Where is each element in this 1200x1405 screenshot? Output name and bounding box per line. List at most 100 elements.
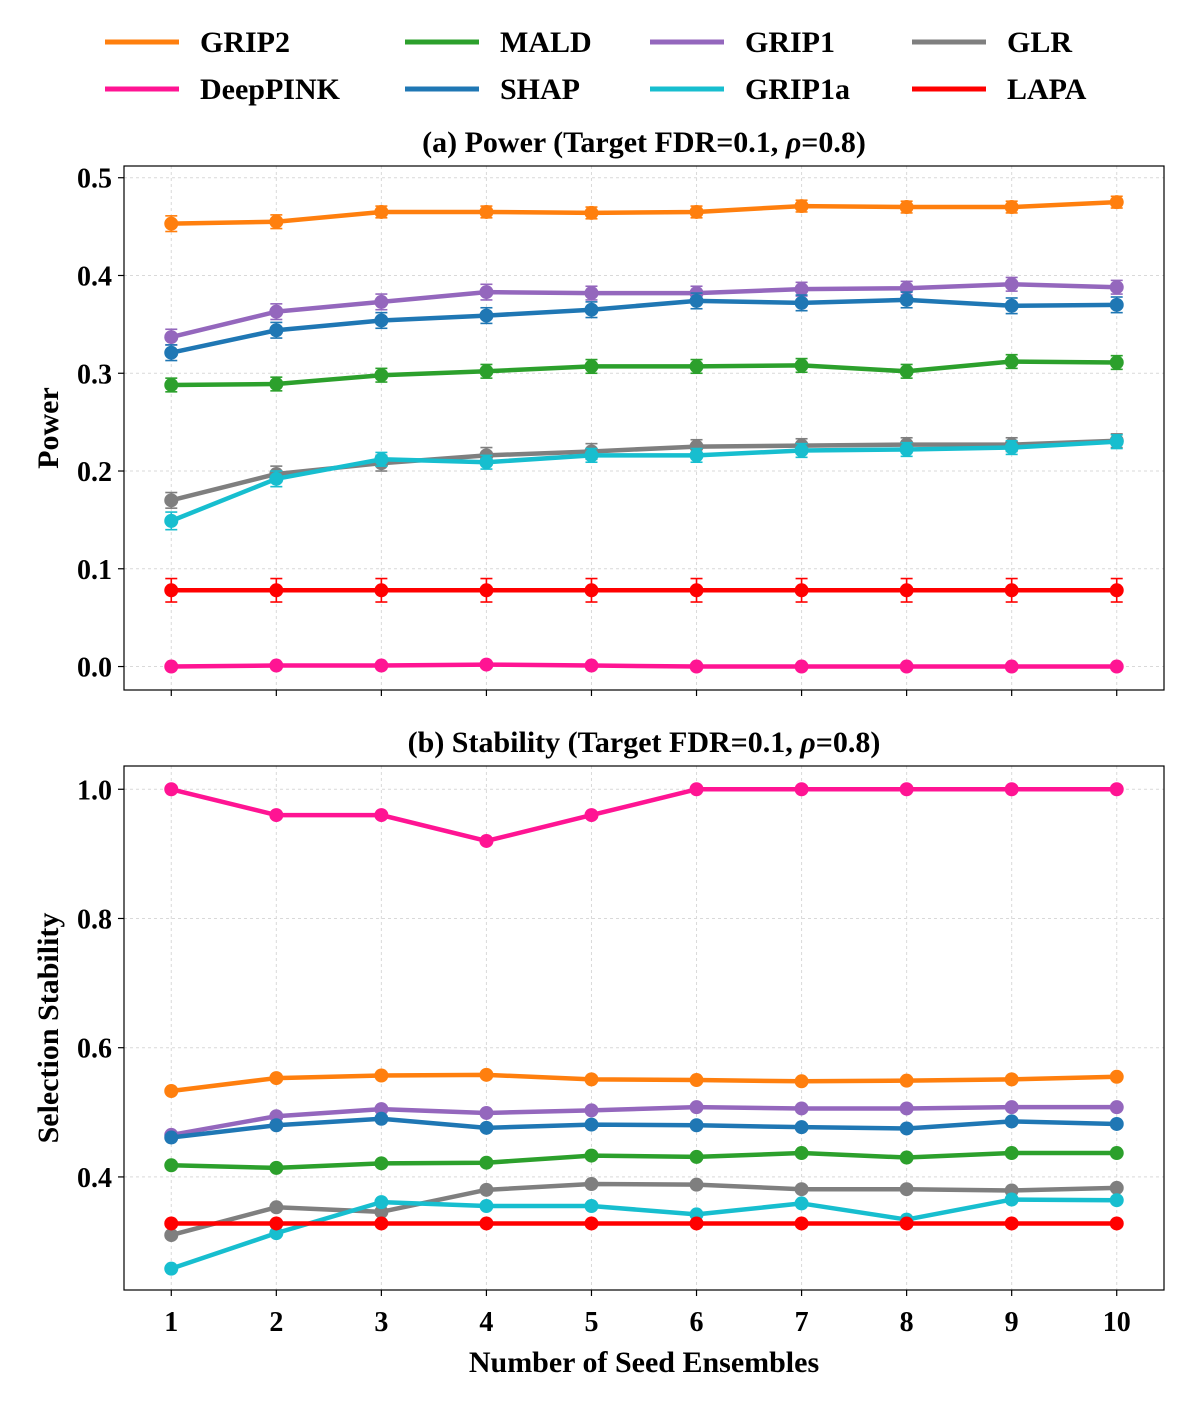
stability-point-grip1 bbox=[1109, 1100, 1124, 1115]
power-point-shap bbox=[374, 313, 389, 328]
stability-series-line-grip1 bbox=[170, 1104, 1117, 1138]
legend-item-grip2: GRIP2 bbox=[105, 26, 290, 59]
stability-point-deeppink bbox=[269, 808, 284, 823]
stability-point-mald bbox=[164, 1158, 179, 1173]
stability-series-line-shap bbox=[171, 1116, 1117, 1140]
stability-point-grip1 bbox=[899, 1101, 914, 1116]
stability-series-line-grip2 bbox=[170, 1072, 1117, 1094]
power-point-grip1 bbox=[269, 304, 284, 319]
power-point-grip2 bbox=[479, 204, 494, 219]
power-point-deeppink bbox=[1004, 659, 1019, 674]
legend-label-mald: MALD bbox=[500, 26, 592, 59]
power-series-line-grip2 bbox=[171, 199, 1117, 226]
stability-point-lapa bbox=[689, 1216, 704, 1231]
stability-point-grip1a bbox=[1109, 1193, 1124, 1208]
stability-point-grip2 bbox=[899, 1073, 914, 1088]
stability-point-shap bbox=[1109, 1116, 1124, 1131]
power-y-tick-label: 0.1 bbox=[77, 555, 112, 586]
stability-panel: 0.4 0.6 0.8 1.0 1 2 3 4 5 6 7 8 9 10 (b) Stability (Ta… bbox=[32, 726, 1165, 1379]
power-series-deeppink bbox=[164, 657, 1124, 674]
power-point-mald bbox=[269, 377, 284, 392]
power-point-grip1a bbox=[794, 443, 809, 458]
legend-item-grip1: GRIP1 bbox=[650, 26, 835, 59]
power-point-grip2 bbox=[1109, 195, 1124, 210]
power-point-grip1a bbox=[899, 442, 914, 457]
legend-item-shap: SHAP bbox=[405, 73, 580, 106]
stability-point-mald bbox=[794, 1146, 809, 1161]
stability-x-tick-label: 2 bbox=[269, 1307, 283, 1338]
stability-title-symbol: ρ bbox=[799, 726, 815, 759]
stability-series-grip1a bbox=[164, 1192, 1124, 1276]
power-point-lapa bbox=[689, 583, 704, 598]
stability-point-glr bbox=[479, 1182, 494, 1197]
stability-point-shap bbox=[1004, 1114, 1019, 1129]
stability-point-lapa bbox=[584, 1216, 599, 1231]
stability-y-tick-label: 0.8 bbox=[77, 904, 112, 935]
stability-point-deeppink bbox=[374, 808, 389, 823]
power-point-mald bbox=[899, 364, 914, 379]
power-title-suffix: =0.8) bbox=[801, 126, 866, 159]
power-point-mald bbox=[164, 377, 179, 392]
power-title-symbol: ρ bbox=[785, 126, 801, 159]
stability-series-mald bbox=[164, 1146, 1124, 1175]
stability-point-mald bbox=[1004, 1146, 1019, 1161]
stability-point-lapa bbox=[1109, 1216, 1124, 1231]
power-point-shap bbox=[584, 302, 599, 317]
stability-point-lapa bbox=[479, 1216, 494, 1231]
power-y-tick-label: 0.0 bbox=[77, 653, 112, 684]
legend-item-lapa: LAPA bbox=[912, 73, 1087, 106]
stability-point-mald bbox=[584, 1148, 599, 1163]
stability-point-grip2 bbox=[1109, 1069, 1124, 1084]
stability-point-glr bbox=[794, 1182, 809, 1197]
power-point-grip2 bbox=[1004, 200, 1019, 215]
stability-series-line-grip1a bbox=[170, 1197, 1117, 1271]
power-title-prefix: (a) Power (Target FDR=0.1, bbox=[422, 126, 786, 159]
stability-point-mald bbox=[899, 1150, 914, 1165]
stability-point-grip2 bbox=[1004, 1072, 1019, 1087]
stability-title-suffix: =0.8) bbox=[816, 726, 881, 759]
legend-label-glr: GLR bbox=[1007, 26, 1072, 59]
stability-point-deeppink bbox=[479, 833, 494, 848]
stability-point-lapa bbox=[899, 1216, 914, 1231]
stability-point-grip1 bbox=[1004, 1100, 1019, 1115]
stability-point-shap bbox=[374, 1111, 389, 1126]
power-point-mald bbox=[479, 364, 494, 379]
power-point-shap bbox=[899, 292, 914, 307]
stability-point-grip1a bbox=[584, 1199, 599, 1214]
stability-x-tick-label: 3 bbox=[374, 1307, 388, 1338]
stability-point-shap bbox=[269, 1118, 284, 1133]
power-point-grip2 bbox=[794, 199, 809, 214]
stability-point-shap bbox=[479, 1120, 494, 1135]
stability-point-grip2 bbox=[164, 1083, 179, 1098]
power-point-grip2 bbox=[689, 204, 704, 219]
power-point-mald bbox=[794, 358, 809, 373]
stability-plot-frame bbox=[123, 765, 1165, 1291]
stability-point-deeppink bbox=[164, 782, 179, 797]
power-point-grip1a bbox=[1004, 440, 1019, 455]
power-point-deeppink bbox=[374, 658, 389, 673]
stability-series-line-deeppink bbox=[170, 787, 1117, 844]
legend-item-mald: MALD bbox=[405, 26, 592, 59]
power-point-grip1a bbox=[374, 452, 389, 467]
power-point-grip1 bbox=[1109, 280, 1124, 295]
stability-series-deeppink bbox=[164, 782, 1124, 848]
power-point-lapa bbox=[374, 583, 389, 598]
power-point-mald bbox=[374, 368, 389, 383]
power-series-shap bbox=[164, 291, 1124, 362]
power-point-shap bbox=[1109, 297, 1124, 312]
power-series-line-deeppink bbox=[171, 662, 1117, 669]
stability-point-deeppink bbox=[899, 782, 914, 797]
stability-point-mald bbox=[374, 1156, 389, 1171]
power-point-lapa bbox=[1109, 583, 1124, 598]
stability-point-shap bbox=[689, 1118, 704, 1133]
legend-label-shap: SHAP bbox=[500, 73, 580, 106]
stability-y-tick-label: 1.0 bbox=[77, 775, 112, 806]
stability-series-grip2 bbox=[164, 1067, 1124, 1098]
power-point-grip1a bbox=[479, 455, 494, 470]
stability-title: (b) Stability (Target FDR=0.1, ρ=0.8) bbox=[408, 726, 881, 759]
stability-x-tick-label: 4 bbox=[479, 1307, 493, 1338]
stability-point-grip2 bbox=[374, 1068, 389, 1083]
power-y-tick-label: 0.5 bbox=[77, 164, 112, 195]
stability-point-grip2 bbox=[584, 1072, 599, 1087]
stability-point-lapa bbox=[1004, 1216, 1019, 1231]
